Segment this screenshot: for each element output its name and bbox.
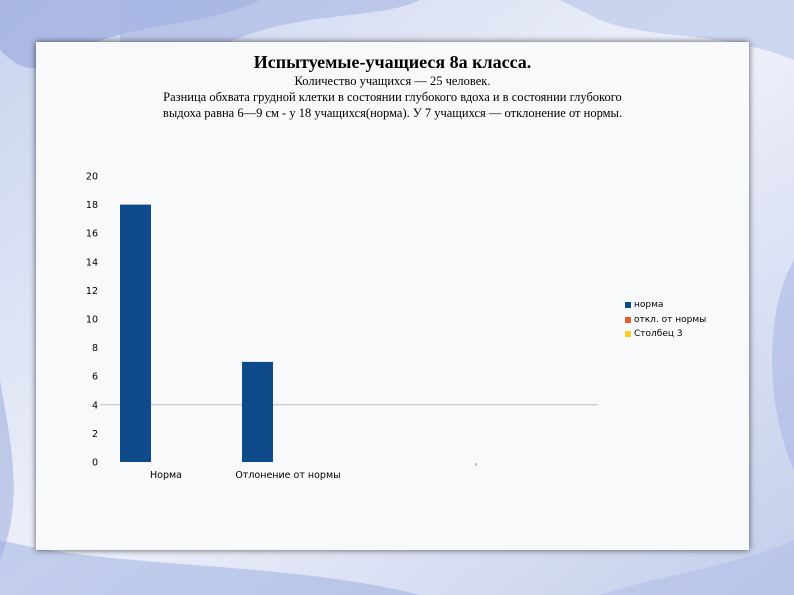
slide-title: Испытуемые-учащиеся 8а класса. bbox=[253, 52, 532, 72]
slide-description: Количество учащихся — 25 человек. Разниц… bbox=[96, 73, 689, 121]
legend-label-1: норма bbox=[634, 300, 664, 311]
legend-item-2: откл. от нормы bbox=[625, 313, 706, 328]
legend-swatch-1 bbox=[625, 302, 631, 309]
bar-chart: 0 2 4 6 8 10 12 14 16 18 20 Норма Отлонение от норм… bbox=[86, 172, 598, 481]
y-axis: 0 2 4 6 8 10 12 14 16 18 20 bbox=[86, 172, 98, 469]
bar-1-1 bbox=[120, 204, 151, 462]
y-tick-label-12: 12 bbox=[86, 286, 98, 297]
legend-swatch-2 bbox=[625, 316, 631, 323]
y-tick-label-16: 16 bbox=[86, 229, 98, 240]
bars-group bbox=[120, 204, 273, 462]
y-tick-label-6: 6 bbox=[92, 372, 98, 383]
legend-label-2: откл. от нормы bbox=[634, 314, 707, 325]
y-tick-label-0: 0 bbox=[92, 458, 98, 469]
y-tick-label-8: 8 bbox=[92, 343, 98, 354]
legend-item-3: Столбец 3 bbox=[625, 327, 706, 342]
slide-card: Испытуемые-учащиеся 8а класса. Количеств… bbox=[36, 42, 749, 550]
description-line-1: Количество учащихся — 25 человек. bbox=[294, 74, 491, 88]
y-tick-label-10: 10 bbox=[86, 315, 98, 326]
bar-1-2 bbox=[242, 361, 273, 462]
y-tick-label-20: 20 bbox=[86, 172, 98, 183]
legend-label-3: Столбец 3 bbox=[634, 329, 683, 340]
x-tick-label-1: Норма bbox=[150, 470, 182, 481]
chart-legend: норма откл. от нормы Столбец 3 bbox=[625, 298, 706, 342]
y-tick-label-2: 2 bbox=[92, 429, 98, 440]
y-tick-label-4: 4 bbox=[92, 400, 98, 411]
y-tick-label-18: 18 bbox=[86, 200, 98, 211]
x-tick-label-2: Отлонение от нормы bbox=[235, 470, 340, 481]
description-line-3: выдоха равна 6—9 см - у 18 учащихся(норм… bbox=[162, 106, 623, 120]
legend-item-1: норма bbox=[625, 298, 706, 313]
y-tick-label-14: 14 bbox=[86, 257, 98, 268]
description-line-2: Разница обхвата грудной клетки в состоян… bbox=[163, 90, 622, 104]
x-axis: Норма Отлонение от нормы bbox=[150, 463, 477, 481]
legend-swatch-3 bbox=[625, 331, 631, 338]
